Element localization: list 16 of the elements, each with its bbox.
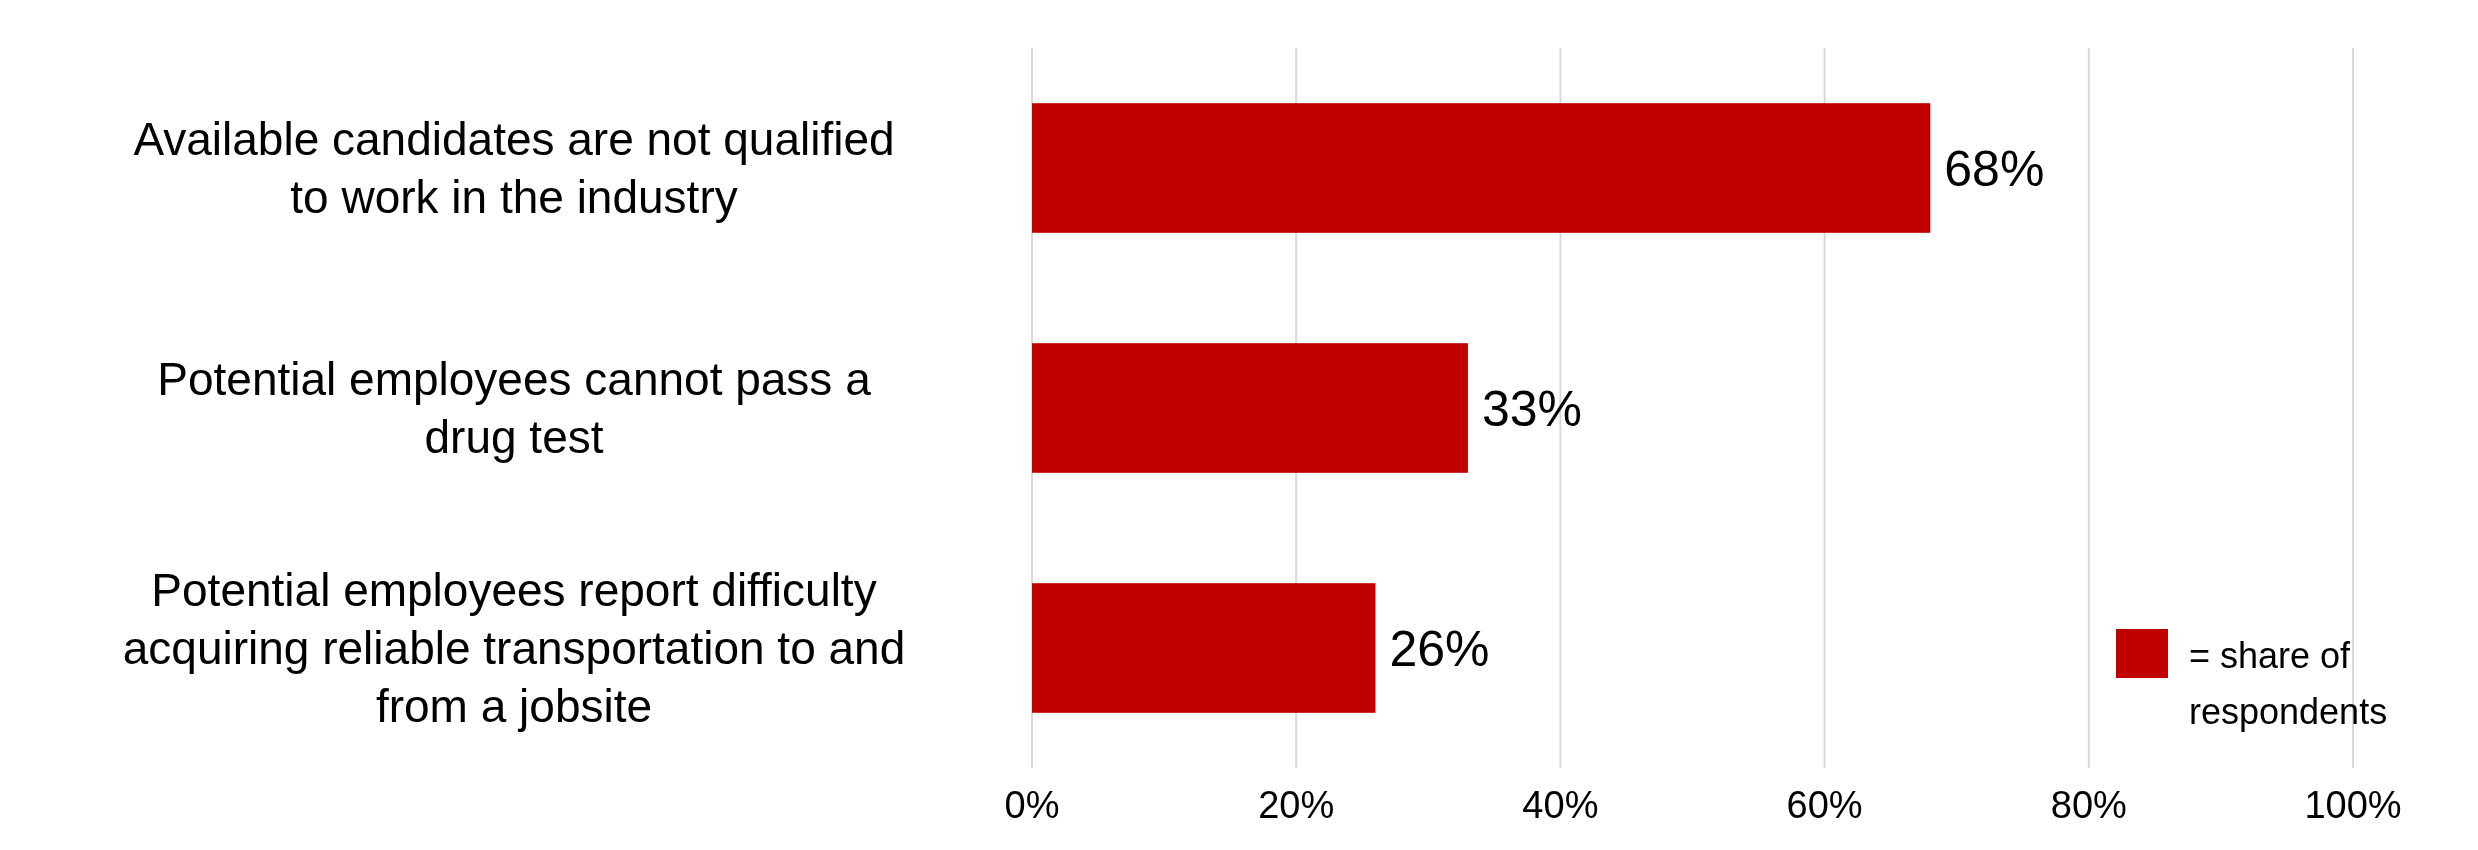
bar bbox=[1032, 583, 1376, 713]
x-tick-label: 20% bbox=[1258, 784, 1335, 826]
bar bbox=[1032, 103, 1931, 233]
y-tick-label: Available candidates are not qualified to work in the industry bbox=[133, 113, 895, 224]
y-tick-label: Potential employees cannot pass a drug test bbox=[157, 353, 872, 464]
bar bbox=[1032, 343, 1468, 473]
x-tick-label: 80% bbox=[2050, 784, 2127, 826]
x-tick-label: 60% bbox=[1786, 784, 1863, 826]
legend-label: = share of respondents bbox=[2189, 634, 2388, 732]
x-tick-label: 100% bbox=[2304, 784, 2402, 826]
data-label: 33% bbox=[1481, 380, 1583, 437]
x-tick-label: 0% bbox=[1004, 784, 1060, 826]
data-label: 68% bbox=[1944, 140, 2045, 197]
x-tick-label: 40% bbox=[1522, 784, 1599, 826]
data-label: 26% bbox=[1389, 620, 1490, 677]
y-tick-label: Potential employees report difficulty acquiring reliable transportation to and from a jobsite bbox=[122, 564, 906, 733]
